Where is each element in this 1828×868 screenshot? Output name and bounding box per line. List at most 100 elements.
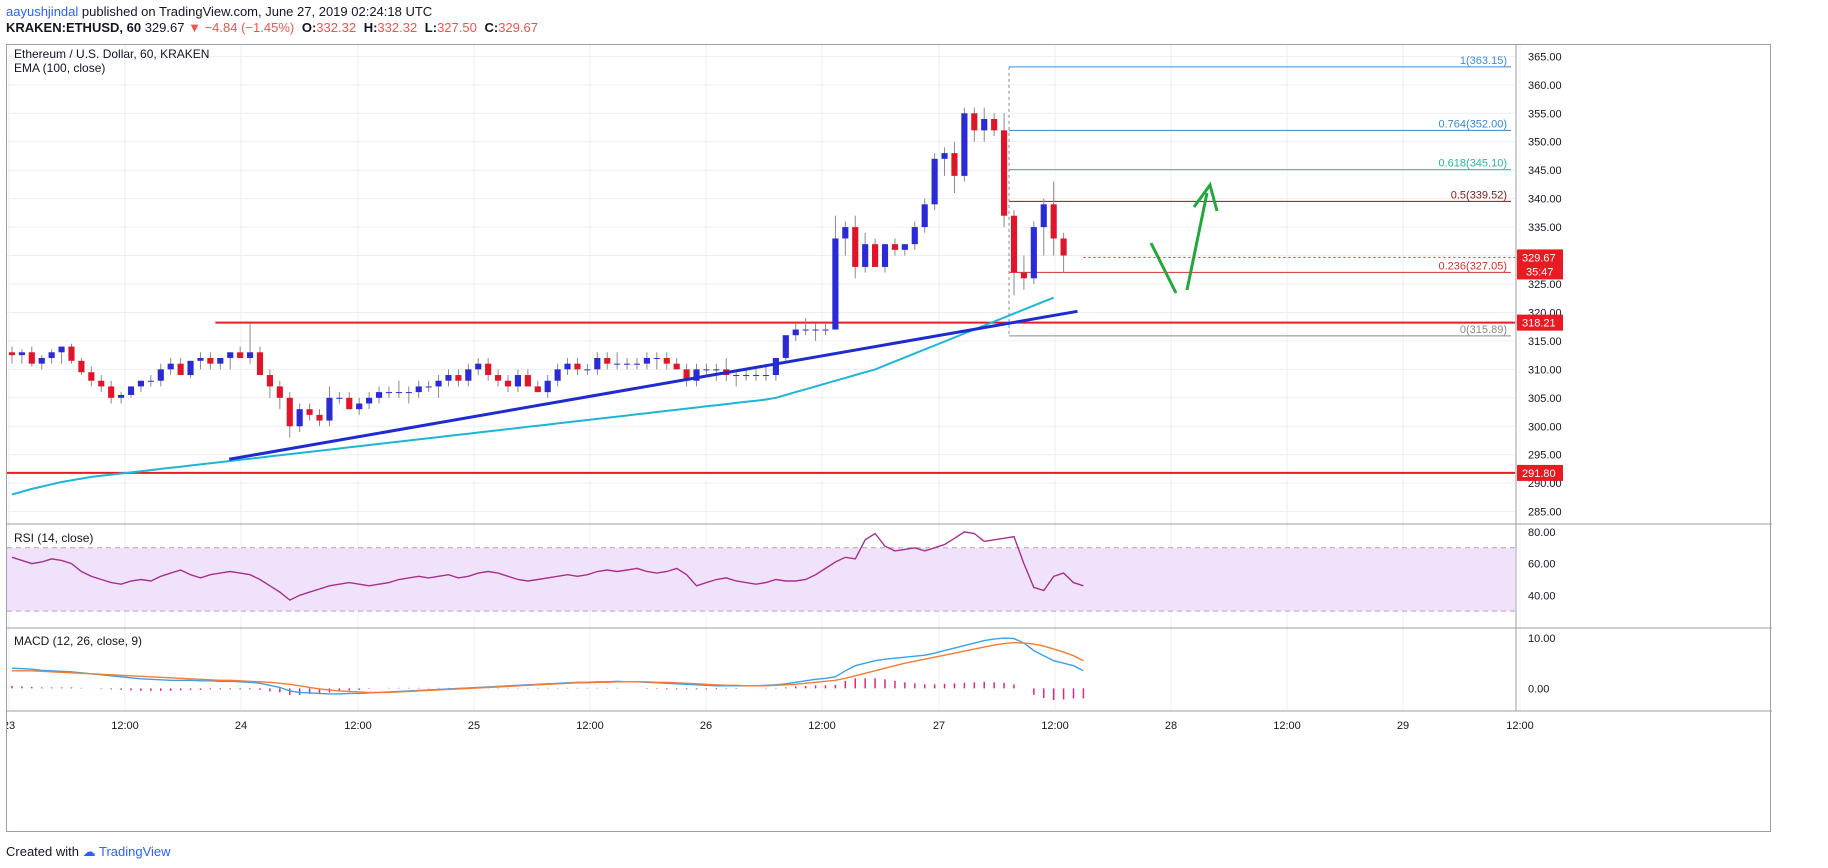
price-tick-label: 365.00 [1528, 51, 1562, 63]
published-text: published on TradingView.com, June 27, 2… [81, 4, 433, 19]
price-tick-label: 300.00 [1528, 421, 1562, 433]
candle-down [306, 409, 313, 415]
candle-down [455, 375, 462, 381]
time-tick-label: 24 [235, 720, 247, 732]
candle-up [326, 397, 333, 421]
candle-up [862, 244, 869, 267]
time-tick-label: 12:00 [1273, 720, 1301, 732]
candle-up [58, 346, 65, 353]
candle-up [911, 227, 918, 245]
candle-up [782, 335, 789, 358]
price-tick-label: 350.00 [1528, 137, 1562, 149]
candle-down [1050, 204, 1057, 239]
price-tick-label: 340.00 [1528, 194, 1562, 206]
candle-down [207, 357, 214, 364]
candle-down [504, 380, 512, 387]
candle-up [246, 352, 254, 358]
candle-down [256, 352, 264, 376]
upward-arrow-line [1185, 192, 1209, 291]
price-tick-label: 325.00 [1528, 279, 1562, 291]
high-label: H: [363, 20, 378, 35]
candle-up [594, 357, 601, 370]
candle-up [157, 369, 164, 381]
candle-up [554, 369, 561, 381]
time-tick-label: 25 [468, 720, 480, 732]
price-tick-label: 360.00 [1528, 80, 1562, 92]
candle-down [108, 386, 115, 398]
close-value: 329.67 [498, 20, 538, 35]
candle-down [276, 386, 283, 398]
rsi-tick-label: 40.00 [1528, 590, 1556, 602]
bar-countdown-label: 35:47 [1526, 266, 1554, 278]
candle-up [395, 392, 402, 394]
candle-down [1010, 215, 1018, 273]
time-tick-label: 12:00 [111, 720, 139, 732]
last-price: 329.67 [144, 20, 185, 35]
price-tick-label: 315.00 [1528, 336, 1562, 348]
candle-up [881, 244, 889, 267]
resistance-price-label: 318.21 [1522, 318, 1556, 330]
candle-down [266, 375, 273, 387]
candle-down [1020, 272, 1027, 279]
candle-up [703, 369, 710, 371]
candle-down [574, 363, 581, 370]
fib-level-label: 0.764(352.00) [1439, 118, 1508, 130]
candle-up [147, 380, 154, 382]
time-tick-label: 23 [7, 720, 15, 732]
author-link[interactable]: aayushjindal [6, 4, 79, 19]
time-tick-label: 12:00 [576, 720, 604, 732]
fib-level-label: 0.5(339.52) [1451, 189, 1507, 201]
candle-up [842, 227, 849, 239]
candle-down [534, 386, 541, 393]
low-label: L: [424, 20, 438, 35]
rsi-tick-label: 80.00 [1528, 527, 1556, 539]
ema-line [11, 296, 1055, 496]
candle-down [286, 397, 293, 427]
candle-up [425, 386, 432, 388]
rsi-band [7, 547, 1515, 612]
candle-down [98, 380, 105, 387]
candle-down [237, 352, 244, 358]
support-trendline [228, 309, 1078, 461]
candle-down [604, 357, 611, 364]
candle-down [68, 346, 75, 361]
low-value: 327.50 [437, 20, 477, 35]
candle-down [177, 363, 184, 376]
tradingview-link[interactable]: TradingView [99, 844, 171, 859]
candle-down [346, 397, 353, 410]
candle-down [951, 153, 958, 176]
time-tick-label: 27 [933, 720, 945, 732]
candle-up [653, 357, 660, 359]
candle-up [544, 380, 551, 393]
resistance-price-badge [1517, 464, 1563, 481]
candle-down [852, 227, 859, 267]
candle-up [762, 375, 770, 377]
rsi-tick-label: 60.00 [1528, 559, 1556, 571]
candle-up [356, 403, 363, 410]
down-arrow-icon: ▼ [188, 20, 201, 35]
candle-up [227, 352, 234, 358]
candle-up [792, 329, 799, 336]
candle-up [733, 375, 740, 377]
candle-up [901, 244, 908, 250]
chart-canvas[interactable]: 285.00290.00295.00300.00305.00310.00315.… [7, 45, 1772, 833]
price-tick-label: 355.00 [1528, 108, 1562, 120]
candle-up [187, 360, 194, 376]
open-label: O: [301, 20, 317, 35]
candle-down [1000, 130, 1008, 216]
candle-up [445, 375, 452, 381]
price-tick-label: 305.00 [1528, 393, 1562, 405]
price-tick-label: 335.00 [1528, 222, 1562, 234]
candle-up [772, 357, 779, 376]
candle-up [475, 363, 482, 370]
chart-frame[interactable]: 285.00 290.00 295.00 300.00 305.00 310.00 315.… [6, 44, 1772, 833]
candle-down [524, 375, 531, 387]
candle-up [18, 352, 25, 356]
time-tick-label: 26 [700, 720, 712, 732]
candle-up [405, 392, 412, 394]
candle-down [891, 244, 899, 250]
candle-up [217, 357, 224, 364]
price-pane-title: Ethereum / U.S. Dollar, 60, KRAKEN [14, 47, 210, 61]
candle-down [78, 360, 85, 373]
created-with-text: Created with [6, 844, 79, 859]
